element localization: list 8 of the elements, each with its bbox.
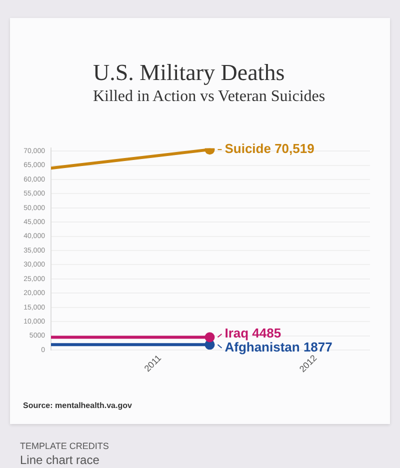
source-note: Source: mentalhealth.va.gov bbox=[23, 401, 132, 410]
text: Suicide 70,519 bbox=[224, 141, 314, 156]
chart-title: U.S. Military Deaths bbox=[93, 59, 285, 86]
text: Iraq 4485 bbox=[224, 326, 282, 341]
text: Afghanistan 1877 bbox=[224, 340, 332, 355]
text: Line chart race bbox=[20, 453, 100, 467]
text: TEMPLATE CREDITS bbox=[20, 441, 109, 451]
chart-subtitle: Killed in Action vs Veteran Suicides bbox=[93, 87, 326, 107]
